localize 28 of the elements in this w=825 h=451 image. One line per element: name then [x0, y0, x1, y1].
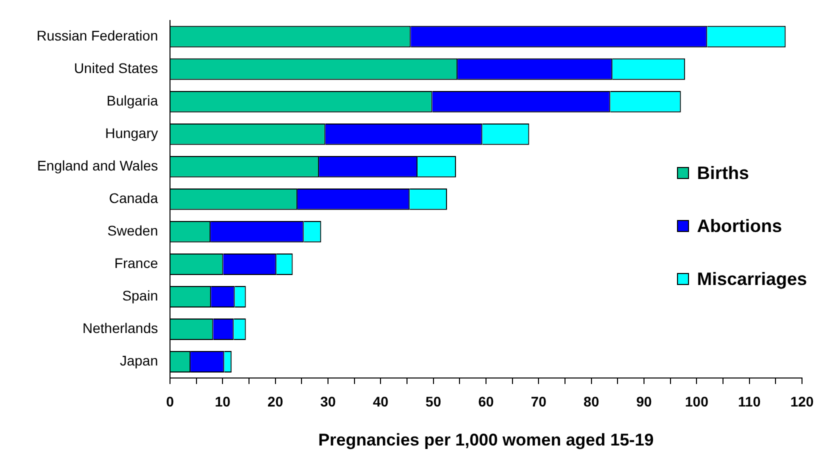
y-tick-label: Bulgaria	[106, 92, 158, 109]
x-tick-label: 40	[372, 393, 389, 410]
y-tick-label: United States	[74, 60, 158, 76]
x-tick-label: 50	[426, 393, 442, 410]
y-tick-label: Hungary	[105, 125, 158, 142]
y-tick-label: Japan	[120, 352, 158, 369]
legend-label: Miscarriages	[697, 268, 808, 290]
x-tick-label: 100	[684, 393, 709, 410]
x-axis-title: Pregnancies per 1,000 women aged 15-19	[318, 430, 654, 450]
y-tick-label: Canada	[108, 190, 158, 206]
legend-label: Births	[697, 162, 750, 184]
y-tick-label: Spain	[122, 288, 158, 304]
y-tick-label: Sweden	[107, 222, 158, 239]
x-tick-label: 0	[166, 393, 174, 410]
x-tick-label: 120	[790, 393, 814, 410]
x-tick-label: 110	[738, 393, 761, 410]
x-tick-label: 70	[530, 393, 547, 410]
y-tick-label: Netherlands	[82, 320, 158, 336]
y-tick-label: France	[114, 255, 158, 272]
x-tick-label: 90	[636, 393, 652, 410]
x-tick-label: 20	[268, 393, 284, 410]
y-tick-label: Russian Federation	[36, 28, 158, 44]
x-tick-label: 80	[584, 393, 600, 410]
y-tick-label: England and Wales	[37, 158, 158, 174]
x-tick-label: 60	[478, 393, 494, 410]
x-tick-label: 30	[320, 393, 336, 410]
legend-label: Abortions	[697, 216, 782, 236]
x-tick-label: 10	[214, 393, 231, 410]
